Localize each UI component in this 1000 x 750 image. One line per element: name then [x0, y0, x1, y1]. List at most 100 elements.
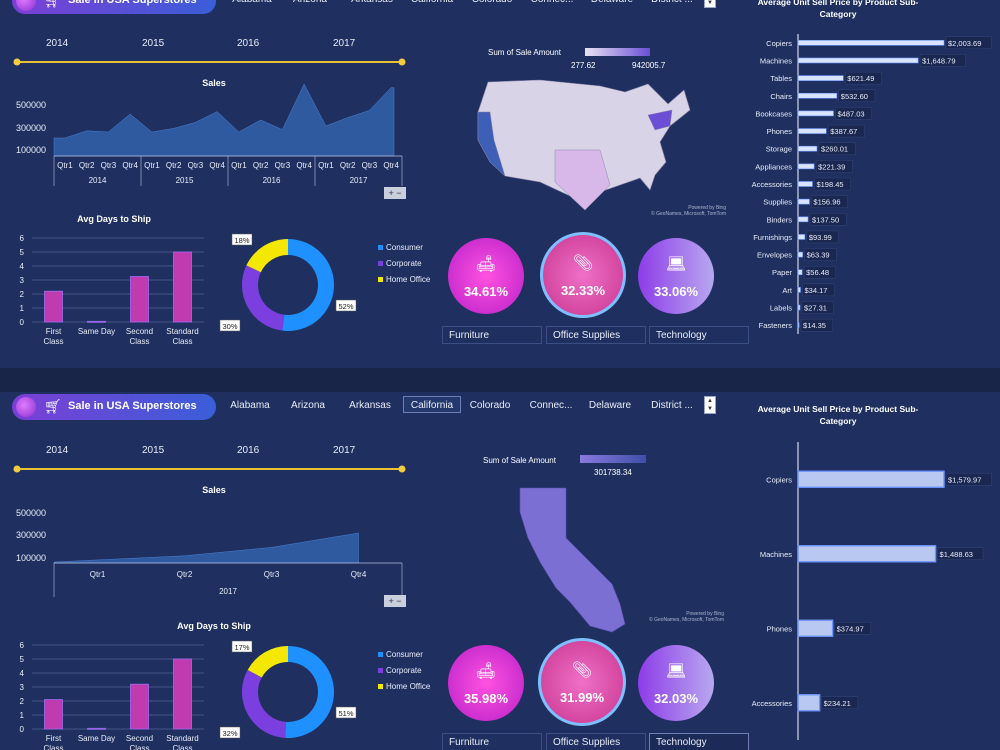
california-shape[interactable]: [477, 111, 506, 177]
donut-data-label: 30%: [222, 322, 237, 331]
timeline-slicer[interactable]: 2014 2015 2016 2017: [13, 38, 406, 66]
state-slicer-district[interactable]: District ...: [651, 400, 693, 411]
state-slicer-alabama[interactable]: Alabama: [224, 0, 280, 7]
timeline-year-2015[interactable]: 2015: [142, 445, 165, 456]
kpi-office-value: 32.33%: [560, 282, 606, 298]
cart-icon: 🛒︎: [44, 0, 62, 8]
state-slicer-alabama[interactable]: Alabama: [230, 400, 270, 411]
map-legend-gradient: [580, 455, 646, 463]
texas-shape[interactable]: [554, 149, 611, 211]
state-slicer-california[interactable]: California: [404, 0, 460, 7]
state-slicer-colorado[interactable]: Colorado: [464, 0, 520, 7]
price-bar: [797, 40, 945, 46]
sales-drill-buttons[interactable]: + −: [384, 595, 406, 607]
donut-slice-consumer[interactable]: [285, 646, 334, 738]
paperclip-icon: 📎︎: [572, 254, 594, 272]
state-slicer-district[interactable]: District ...: [644, 0, 700, 7]
donut-slice-consumer[interactable]: [282, 238, 335, 331]
price-bar: [797, 234, 806, 240]
category-slicer-technology[interactable]: Technology: [649, 733, 749, 750]
price-value-label: $56.48: [806, 268, 829, 277]
kpi-technology[interactable]: 💻︎ 33.06%: [638, 238, 714, 314]
sales-quarter-label: Qtr1: [318, 161, 334, 170]
timeline-start-handle[interactable]: [13, 58, 21, 66]
timeline-end-handle[interactable]: [398, 58, 406, 66]
price-category-label: Machines: [760, 550, 792, 559]
price-category-label: Tables: [770, 74, 792, 83]
california-map[interactable]: Sum of Sale Amount 301738.34 Powered by …: [483, 455, 724, 633]
state-slicer-arizona[interactable]: Arizona: [291, 400, 325, 411]
ship-bar: [130, 276, 149, 323]
price-label-box: [919, 54, 966, 67]
state-slicer-colorado[interactable]: Colorado: [469, 400, 511, 411]
newyork-shape[interactable]: [647, 109, 673, 131]
donut-slice-corporate[interactable]: [242, 669, 287, 738]
timeline-year-2016[interactable]: 2016: [237, 38, 260, 49]
price-label-box: [800, 318, 833, 332]
price-label-box: [802, 283, 835, 297]
timeline-start-handle[interactable]: [13, 465, 21, 473]
state-slicer-delaware[interactable]: Delaware: [584, 0, 640, 7]
sales-drill-buttons[interactable]: + −: [384, 187, 406, 199]
timeline-year-2014[interactable]: 2014: [46, 38, 69, 49]
category-slicer-furniture[interactable]: Furniture: [442, 733, 542, 750]
price-category-label: Accessories: [752, 699, 793, 708]
timeline-end-handle[interactable]: [398, 465, 406, 473]
brand-banner: 🛒︎ Sale in USA Superstores: [12, 0, 216, 14]
state-slicer-arkansas[interactable]: Arkansas: [349, 400, 391, 411]
ship-bar: [173, 251, 192, 323]
timeline-year-2017[interactable]: 2017: [333, 445, 356, 456]
timeline-year-2017[interactable]: 2017: [333, 38, 356, 49]
price-bar: [797, 128, 827, 134]
sales-quarter-label: Qtr2: [177, 570, 193, 579]
timeline-slicer[interactable]: 2014 2015 2016 2017: [13, 445, 406, 473]
category-slicer-office[interactable]: Office Supplies: [546, 326, 646, 344]
timeline-year-2014[interactable]: 2014: [46, 445, 69, 456]
slicer-scroll-spinner[interactable]: ▲▼: [704, 396, 716, 414]
price-value-label: $487.03: [837, 109, 864, 118]
price-value-label: $27.31: [804, 304, 827, 313]
dashboard-california: 🛒︎ Sale in USA Superstores Alabama Arizo…: [0, 392, 1000, 750]
state-slicer-delaware[interactable]: Delaware: [588, 400, 632, 411]
price-bar: [797, 198, 810, 205]
category-slicer-office[interactable]: Office Supplies: [546, 733, 646, 750]
ship-category-label: Class: [129, 744, 149, 750]
ship-category-label: Same Day: [78, 327, 115, 336]
category-slicer-furniture[interactable]: Furniture: [442, 326, 542, 344]
sales-ytick: 300000: [16, 530, 46, 540]
price-label-box: [814, 177, 851, 191]
sales-quarter-label: Qtr4: [351, 570, 367, 579]
price-category-label: Binders: [767, 215, 793, 224]
legend-label: Consumer: [386, 650, 423, 659]
category-slicer-technology[interactable]: Technology: [649, 326, 749, 344]
kpi-furniture[interactable]: 🛋︎ 34.61%: [448, 238, 524, 314]
california-shape[interactable]: [519, 487, 626, 633]
price-category-label: Supplies: [763, 198, 792, 207]
donut-slice-corporate[interactable]: [242, 265, 285, 331]
state-slicer-arizona[interactable]: Arizona: [282, 0, 338, 7]
state-slicer-connecticut[interactable]: Connec...: [529, 400, 573, 411]
map-legend-title: Sum of Sale Amount: [488, 48, 562, 57]
slicer-scroll-spinner[interactable]: ▲▼: [704, 0, 716, 8]
timeline-year-2016[interactable]: 2016: [237, 445, 260, 456]
state-slicer-arkansas[interactable]: Arkansas: [344, 0, 400, 7]
ship-category-label: Second: [126, 734, 153, 743]
donut-slice-home-office[interactable]: [246, 239, 288, 273]
donut-slice-home-office[interactable]: [247, 646, 288, 678]
kpi-office-supplies[interactable]: 📎︎ 32.33%: [540, 232, 626, 318]
sofa-icon: 🛋︎: [475, 255, 497, 273]
usa-map[interactable]: Sum of Sale Amount 277.62 942005.7 Power…: [477, 48, 726, 217]
kpi-technology-value: 33.06%: [653, 283, 699, 299]
state-slicer-connecticut[interactable]: Connec...: [524, 0, 580, 7]
ship-category-label: Class: [172, 337, 192, 346]
state-slicer-california[interactable]: California: [403, 396, 461, 413]
kpi-office-supplies[interactable]: 📎︎ 31.99%: [538, 638, 626, 726]
timeline-year-2015[interactable]: 2015: [142, 38, 165, 49]
map-legend-value: 301738.34: [594, 468, 632, 477]
kpi-technology[interactable]: 💻︎ 32.03%: [638, 645, 714, 721]
kpi-furniture[interactable]: 🛋︎ 35.98%: [448, 645, 524, 721]
donut-label-box: [335, 706, 357, 719]
price-value-label: $1,488.63: [940, 550, 973, 559]
sales-quarter-label: Qtr4: [383, 161, 399, 170]
